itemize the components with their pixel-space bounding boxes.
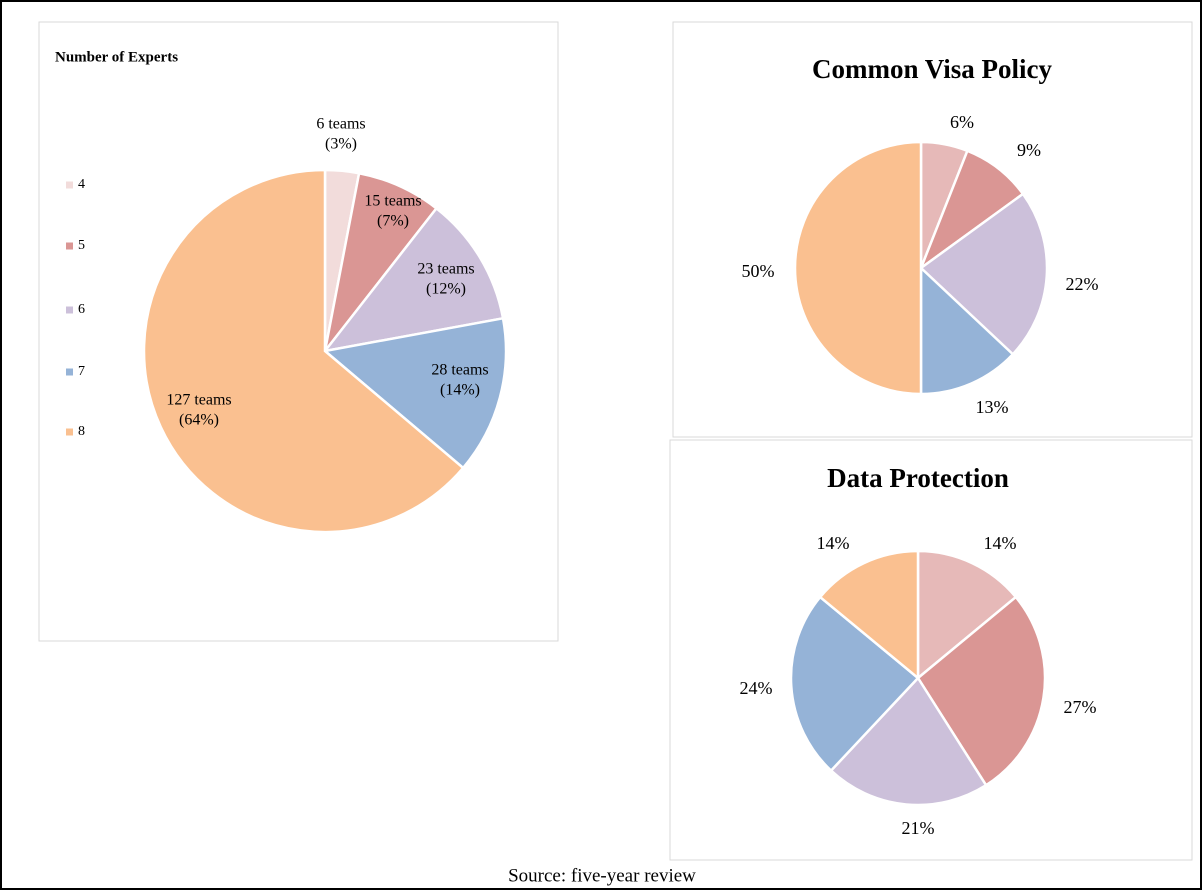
pie-slice — [793, 140, 923, 396]
data-label: (14%) — [440, 382, 480, 399]
data-label: 14% — [984, 533, 1017, 553]
data-label: 22% — [1066, 274, 1099, 294]
legend-label: 6 — [78, 302, 85, 317]
legend-label: 7 — [78, 364, 85, 379]
data-label: (3%) — [325, 136, 357, 153]
data-label: 21% — [902, 818, 935, 838]
legend-label: 4 — [78, 177, 85, 192]
data-label: 9% — [1017, 140, 1041, 160]
data-label: 13% — [976, 397, 1009, 417]
chart-title: Number of Experts — [55, 49, 178, 65]
chart-title: Common Visa Policy — [812, 54, 1052, 84]
legend-label: 8 — [78, 424, 85, 439]
legend-swatch — [66, 306, 73, 314]
data-label: 6% — [950, 112, 974, 132]
legend-swatch — [66, 428, 73, 436]
data-label: (7%) — [377, 213, 409, 230]
pie-slice — [142, 168, 465, 534]
data-label: 15 teams — [364, 193, 421, 210]
data-label: 27% — [1064, 697, 1097, 717]
pie-slice — [322, 316, 508, 470]
legend-swatch — [66, 368, 73, 376]
data-label: 14% — [817, 533, 850, 553]
pie-slice — [919, 265, 1015, 396]
pie-slice — [916, 549, 1018, 681]
data-label: 50% — [742, 261, 775, 281]
data-label: 24% — [740, 678, 773, 698]
chart-title: Data Protection — [827, 463, 1009, 493]
legend-label: 5 — [78, 238, 85, 253]
pie-slice — [919, 192, 1049, 357]
data-label: 6 teams — [316, 116, 365, 133]
data-label: 28 teams — [431, 362, 488, 379]
pie-slice — [321, 206, 505, 353]
data-label: 127 teams — [166, 392, 231, 409]
pie-slice — [789, 595, 920, 773]
legend-swatch — [66, 242, 73, 250]
data-label: 23 teams — [417, 261, 474, 278]
pie-slice — [829, 675, 988, 807]
data-label: (64%) — [179, 412, 219, 429]
source-note: Source: five-year review — [508, 865, 696, 886]
data-label: (12%) — [426, 281, 466, 298]
legend-swatch — [66, 181, 73, 189]
pie-slice — [916, 595, 1047, 787]
pie-slice — [818, 549, 920, 681]
